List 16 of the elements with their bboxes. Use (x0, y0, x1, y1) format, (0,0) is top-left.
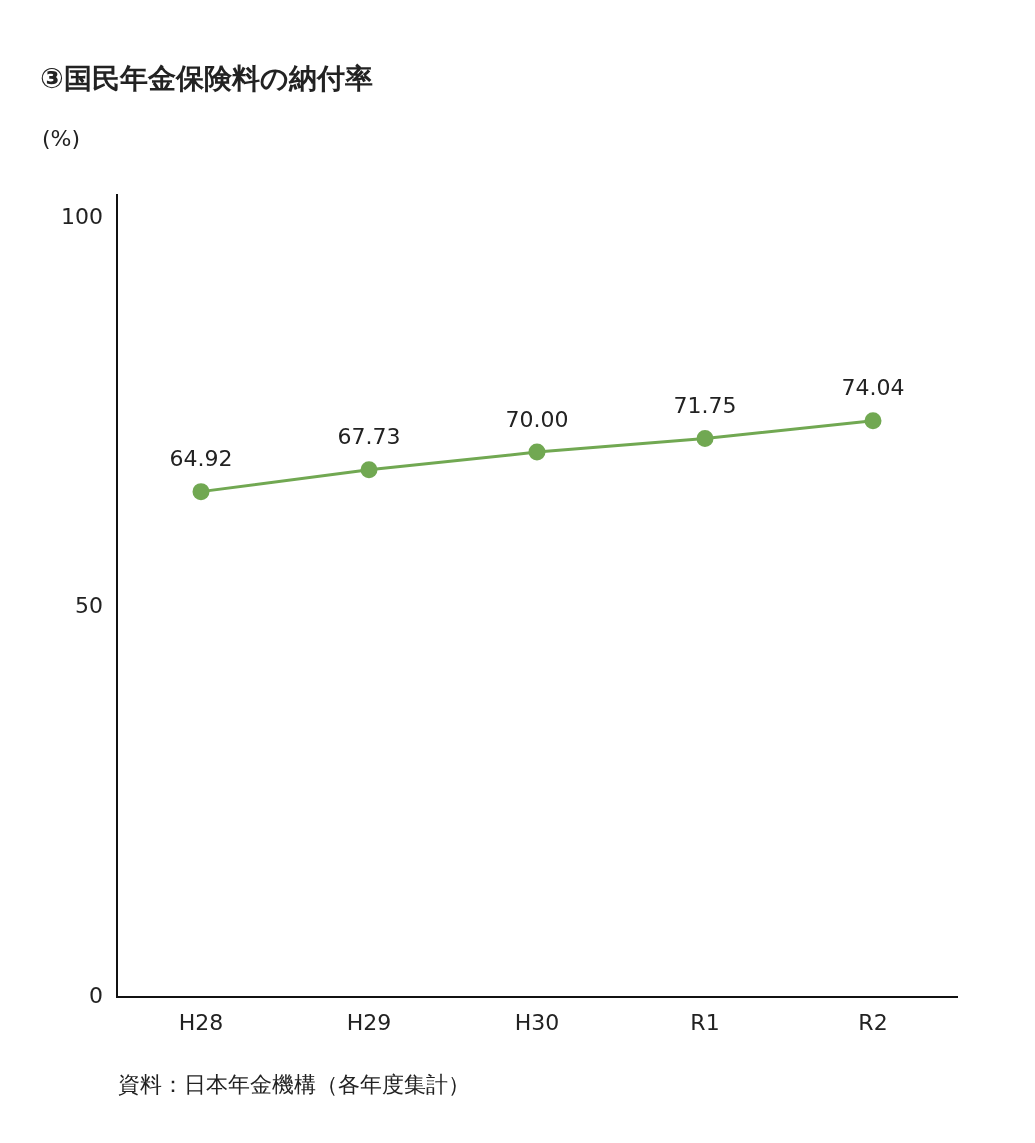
data-label: 74.04 (841, 375, 905, 401)
text: 資料：日本年金機構（各年度集計） (118, 1071, 470, 1099)
x-tick-label: R2 (858, 1009, 888, 1035)
data-label: 70.00 (505, 406, 569, 432)
data-label: 67.73 (337, 424, 401, 450)
data-label: 71.75 (673, 393, 737, 419)
y-tick-label: 0 (89, 982, 103, 1008)
y-tick-label: 50 (75, 593, 103, 619)
y-axis-title: (%) (42, 126, 81, 151)
y-tick-label: 100 (61, 204, 103, 230)
x-tick-label: H29 (346, 1009, 392, 1035)
chart-title: ③国民年金保険料の納付率 (40, 61, 373, 97)
x-tick-label: H28 (178, 1009, 224, 1035)
x-tick-label: R1 (690, 1009, 720, 1035)
x-tick-label: H30 (514, 1009, 560, 1035)
data-label: 64.92 (169, 446, 233, 472)
